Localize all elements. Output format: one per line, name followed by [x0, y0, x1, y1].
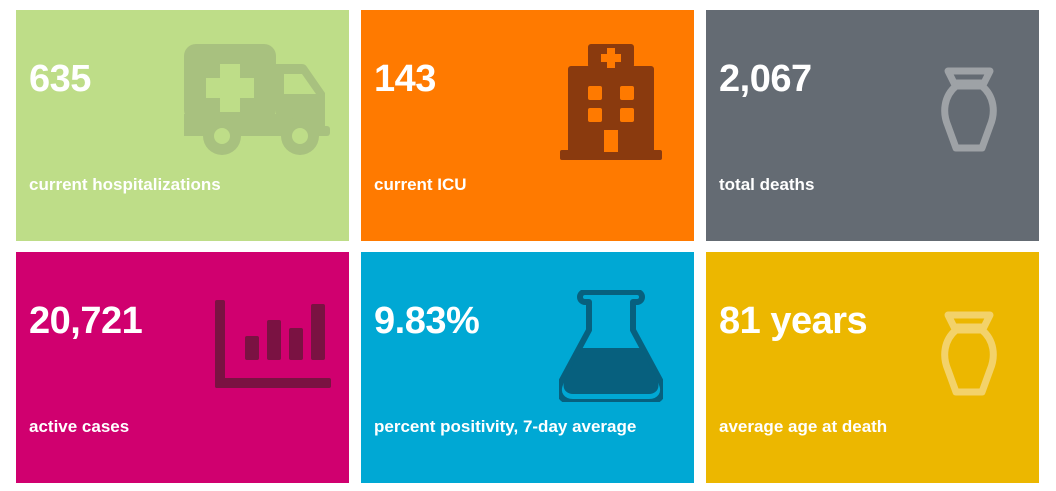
bar-chart-icon	[215, 300, 331, 388]
ambulance-icon	[184, 44, 330, 155]
hospital-icon	[560, 44, 662, 160]
hospitalizations-value: 635	[29, 58, 91, 100]
tile-percent-positivity: 9.83% percent positivity, 7-day average	[361, 252, 694, 483]
icu-value: 143	[374, 58, 436, 100]
icu-label: current ICU	[374, 175, 467, 194]
active-cases-value: 20,721	[29, 300, 143, 342]
urn-icon	[941, 311, 997, 396]
percent-positivity-label: percent positivity, 7-day average	[374, 417, 637, 436]
tile-icu: 143 current ICU	[361, 10, 694, 241]
tile-hospitalizations: 635 current hospitalizations	[16, 10, 349, 241]
hospitalizations-label: current hospitalizations	[29, 175, 221, 194]
active-cases-label: active cases	[29, 417, 130, 436]
total-deaths-label: total deaths	[719, 175, 815, 194]
tile-active-cases: 20,721 active cases	[16, 252, 349, 483]
flask-icon	[559, 290, 663, 402]
tile-total-deaths: 2,067 total deaths	[706, 10, 1039, 241]
total-deaths-value: 2,067	[719, 58, 812, 100]
average-age-label: average age at death	[719, 417, 888, 436]
urn-icon	[941, 67, 997, 152]
percent-positivity-value: 9.83%	[374, 300, 480, 342]
average-age-value: 81 years	[719, 300, 868, 342]
tile-average-age: 81 years average age at death	[706, 252, 1039, 483]
